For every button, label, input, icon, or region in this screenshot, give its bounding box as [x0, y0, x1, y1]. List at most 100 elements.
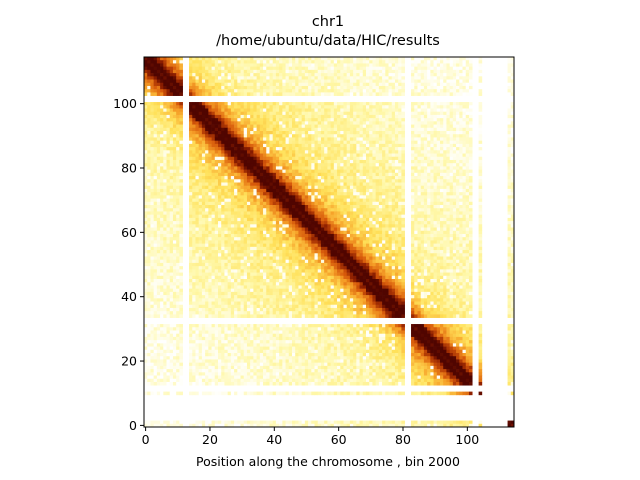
heatmap-cell [343, 121, 348, 125]
heatmap-cell [308, 73, 312, 77]
heatmap-cell [172, 208, 177, 212]
heatmap-cell [153, 179, 158, 183]
heatmap-cell [230, 108, 235, 113]
heatmap-cell [211, 378, 216, 383]
heatmap-cell [414, 63, 418, 67]
heatmap-cell [266, 118, 270, 122]
heatmap-cell [417, 76, 422, 80]
heatmap-cell [333, 76, 338, 80]
heatmap-cell [189, 391, 193, 396]
heatmap-cell [362, 63, 367, 67]
heatmap-cell [243, 111, 248, 116]
heatmap-cell [237, 311, 241, 315]
heatmap-cell [507, 69, 512, 74]
heatmap-cell [240, 131, 245, 135]
heatmap-cell [237, 82, 241, 87]
heatmap-cell [179, 375, 183, 380]
heatmap-cell [208, 57, 212, 61]
heatmap-cell [153, 240, 158, 244]
heatmap-cell [221, 102, 225, 106]
heatmap-cell [176, 336, 180, 341]
heatmap-cell [237, 214, 241, 219]
heatmap-cell [144, 201, 148, 206]
heatmap-cell [279, 105, 283, 109]
heatmap-cell [465, 57, 470, 61]
heatmap-cell [147, 159, 151, 164]
heatmap-cell [144, 185, 148, 190]
heatmap-cell [308, 60, 312, 64]
heatmap-cell [320, 105, 325, 109]
heatmap-cell [436, 60, 441, 64]
heatmap-cell [176, 169, 180, 174]
heatmap-cell [147, 381, 151, 386]
heatmap-cell [237, 108, 241, 113]
heatmap-cell [430, 89, 434, 93]
heatmap-cell [176, 57, 180, 61]
heatmap-cell [189, 79, 193, 84]
heatmap-cell [176, 375, 180, 380]
heatmap-cell [147, 272, 151, 277]
heatmap-cell [205, 76, 209, 80]
heatmap-cell [147, 266, 151, 270]
heatmap-cell [279, 131, 283, 135]
heatmap-cell [414, 153, 418, 158]
heatmap-cell [144, 378, 148, 383]
heatmap-cell [362, 147, 367, 151]
heatmap-cell [430, 121, 434, 125]
heatmap-cell [201, 221, 206, 225]
heatmap-cell [240, 102, 245, 106]
heatmap-cell [253, 60, 257, 64]
heatmap-cell [298, 69, 302, 74]
heatmap-cell [189, 224, 193, 228]
heatmap-cell [510, 137, 515, 141]
heatmap-cell [195, 375, 200, 380]
heatmap-cell [214, 121, 219, 125]
heatmap-cell [221, 227, 225, 232]
heatmap-cell [465, 73, 470, 77]
heatmap-cell [256, 143, 261, 148]
heatmap-cell [317, 147, 322, 151]
heatmap-cell [218, 169, 222, 174]
heatmap-cell [201, 330, 206, 335]
heatmap-cell [420, 118, 425, 122]
heatmap-cell [398, 108, 402, 113]
heatmap-cell [366, 63, 370, 67]
heatmap-cell [179, 233, 183, 238]
heatmap-cell [359, 147, 364, 151]
heatmap-cell [150, 221, 154, 225]
heatmap-cell [160, 118, 164, 122]
heatmap-cell [163, 246, 167, 251]
heatmap-cell [394, 60, 399, 64]
heatmap-cell [179, 92, 183, 96]
heatmap-cell [333, 73, 338, 77]
heatmap-cell [192, 256, 196, 261]
heatmap-cell [311, 134, 315, 138]
heatmap-cell [166, 60, 171, 64]
heatmap-cell [169, 205, 174, 209]
heatmap-cell [240, 324, 245, 328]
heatmap-cell [269, 69, 274, 74]
heatmap-cell [295, 118, 299, 122]
heatmap-cell [459, 66, 463, 71]
heatmap-cell [144, 114, 148, 119]
heatmap-cell [224, 179, 228, 183]
heatmap-cell [327, 60, 331, 64]
heatmap-cell [179, 314, 183, 318]
heatmap-cell [324, 140, 328, 145]
heatmap-cell [153, 279, 158, 283]
heatmap-cell [227, 279, 232, 283]
heatmap-cell [195, 179, 200, 183]
heatmap-cell [301, 73, 306, 77]
heatmap-cell [198, 156, 203, 161]
heatmap-cell [153, 330, 158, 335]
heatmap-cell [446, 108, 450, 113]
heatmap-cell [388, 153, 393, 158]
heatmap-cell [430, 85, 434, 90]
heatmap-cell [234, 66, 238, 71]
heatmap-cell [275, 63, 280, 67]
heatmap-cell [417, 60, 422, 64]
heatmap-cell [414, 89, 418, 93]
heatmap-cell [430, 73, 434, 77]
heatmap-cell [144, 227, 148, 232]
heatmap-cell [144, 166, 148, 170]
